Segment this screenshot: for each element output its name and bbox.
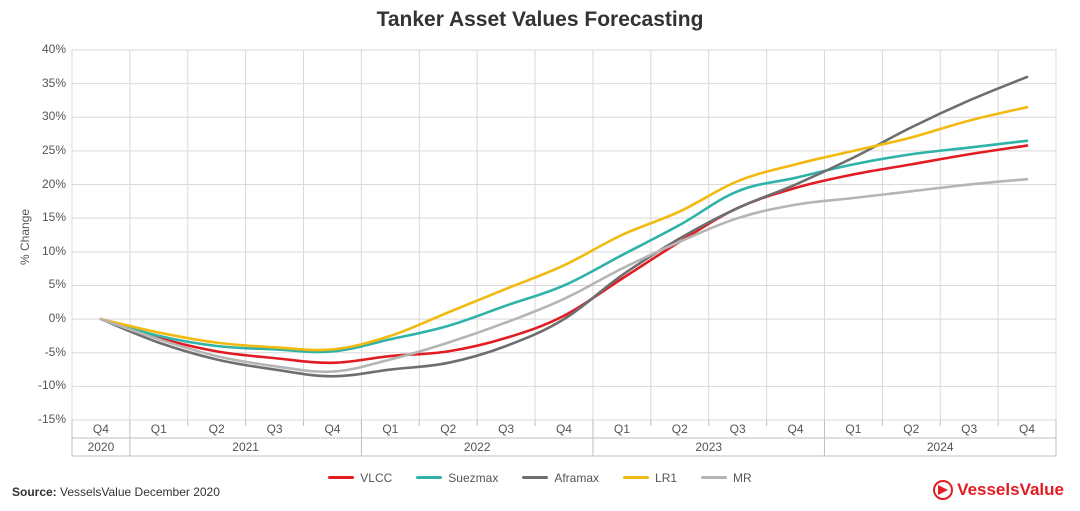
x-tick-quarter: Q4 — [535, 422, 593, 436]
series-vlcc — [101, 146, 1027, 363]
y-tick: 5% — [26, 277, 66, 291]
legend-item-suezmax: Suezmax — [416, 471, 498, 485]
x-tick-quarter: Q2 — [188, 422, 246, 436]
series-mr — [101, 179, 1027, 372]
y-tick: 30% — [26, 109, 66, 123]
logo-text: VesselsValue — [957, 480, 1064, 500]
y-tick: -5% — [26, 345, 66, 359]
x-tick-year: 2020 — [72, 440, 130, 454]
x-tick-quarter: Q3 — [940, 422, 998, 436]
legend-swatch — [416, 476, 442, 479]
x-tick-quarter: Q4 — [767, 422, 825, 436]
chart-container: Tanker Asset Values Forecasting % Change… — [0, 0, 1080, 511]
x-tick-quarter: Q1 — [824, 422, 882, 436]
x-tick-year: 2024 — [824, 440, 1056, 454]
x-tick-quarter: Q4 — [998, 422, 1056, 436]
y-tick: 40% — [26, 42, 66, 56]
legend-item-lr1: LR1 — [623, 471, 677, 485]
logo-icon — [933, 480, 953, 500]
x-tick-quarter: Q2 — [419, 422, 477, 436]
x-tick-year: 2022 — [361, 440, 593, 454]
x-tick-quarter: Q2 — [882, 422, 940, 436]
series-aframax — [101, 77, 1027, 376]
source-text: VesselsValue December 2020 — [60, 485, 220, 499]
y-tick: 35% — [26, 76, 66, 90]
x-tick-year: 2021 — [130, 440, 362, 454]
x-tick-year: 2023 — [593, 440, 825, 454]
source-footer: Source: VesselsValue December 2020 — [12, 485, 220, 499]
x-tick-quarter: Q2 — [651, 422, 709, 436]
legend-swatch — [328, 476, 354, 479]
legend: VLCC Suezmax Aframax LR1 MR — [0, 466, 1080, 485]
x-tick-quarter: Q4 — [304, 422, 362, 436]
y-tick: -10% — [26, 378, 66, 392]
legend-item-aframax: Aframax — [522, 471, 599, 485]
x-tick-quarter: Q1 — [593, 422, 651, 436]
legend-label: MR — [733, 471, 752, 485]
legend-swatch — [701, 476, 727, 479]
legend-label: Suezmax — [448, 471, 498, 485]
legend-item-vlcc: VLCC — [328, 471, 392, 485]
y-tick: 0% — [26, 311, 66, 325]
y-tick: 25% — [26, 143, 66, 157]
x-tick-quarter: Q4 — [72, 422, 130, 436]
y-tick: 15% — [26, 210, 66, 224]
x-tick-quarter: Q3 — [709, 422, 767, 436]
legend-label: Aframax — [554, 471, 599, 485]
legend-label: VLCC — [360, 471, 392, 485]
y-tick: 10% — [26, 244, 66, 258]
legend-swatch — [623, 476, 649, 479]
x-tick-quarter: Q3 — [477, 422, 535, 436]
x-tick-quarter: Q3 — [246, 422, 304, 436]
legend-label: LR1 — [655, 471, 677, 485]
source-label: Source: — [12, 485, 57, 499]
legend-swatch — [522, 476, 548, 479]
brand-logo: VesselsValue — [933, 480, 1064, 500]
y-tick: 20% — [26, 177, 66, 191]
y-tick: -15% — [26, 412, 66, 426]
series-lr1 — [101, 107, 1027, 350]
x-tick-quarter: Q1 — [361, 422, 419, 436]
x-tick-quarter: Q1 — [130, 422, 188, 436]
legend-item-mr: MR — [701, 471, 752, 485]
